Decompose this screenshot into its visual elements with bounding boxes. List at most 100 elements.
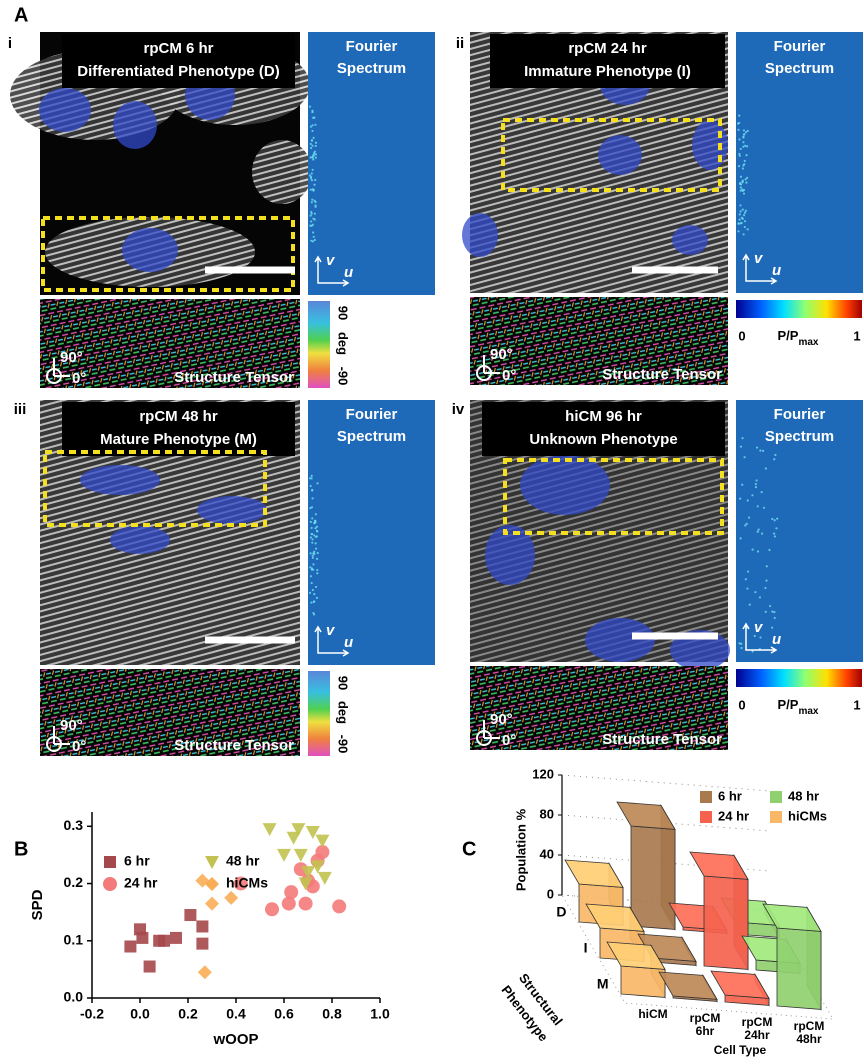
spectrum-speck xyxy=(315,513,317,515)
panel-numeral: iv xyxy=(452,401,465,418)
z-tick-label: 40 xyxy=(540,846,554,861)
spectrum-speck xyxy=(765,611,767,613)
bar-front xyxy=(631,826,675,929)
spectrum-speck xyxy=(312,231,314,233)
colorbar-name: P/Pmax xyxy=(778,697,819,716)
spectrum-speck xyxy=(756,446,758,448)
nucleus xyxy=(672,225,708,255)
spectrum-speck xyxy=(743,163,745,165)
spectrum-speck xyxy=(746,145,748,147)
spectrum-speck xyxy=(769,605,771,607)
fourier-label: Fourier xyxy=(346,38,398,55)
spectrum-speck xyxy=(742,146,744,148)
spectrum-speck xyxy=(312,569,314,571)
z-tick-label: 80 xyxy=(540,806,554,821)
spectrum-speck xyxy=(311,139,313,141)
spectrum-speck xyxy=(311,130,313,132)
spectrum-speck xyxy=(761,533,763,535)
spectrum-speck xyxy=(309,106,311,108)
panel-subtitle: Unknown Phenotype xyxy=(529,431,677,448)
spectrum-speck xyxy=(740,148,742,150)
spectrum-speck xyxy=(738,165,740,167)
spectrum-speck xyxy=(310,147,312,149)
panel-subtitle: Differentiated Phenotype (D) xyxy=(77,63,280,80)
spectrum-speck xyxy=(771,627,773,629)
nucleus xyxy=(122,228,178,272)
spectrum-speck xyxy=(310,215,312,217)
legend-label: hiCMs xyxy=(226,875,268,891)
y-tick-label: 0.2 xyxy=(64,874,84,890)
spectrum-speck xyxy=(748,517,750,519)
spectrum-speck xyxy=(314,124,316,126)
spectrum-speck xyxy=(314,239,316,241)
tensor-label: Structure Tensor xyxy=(602,731,722,748)
spectrum-speck xyxy=(313,553,315,555)
cell-type-label: hiCM xyxy=(638,1007,667,1021)
spectrum-speck xyxy=(311,179,313,181)
spectrum-speck xyxy=(759,636,761,638)
y-tick-label: 0.0 xyxy=(64,989,84,1005)
colorbar-name-main: P/P xyxy=(778,328,799,343)
marker-diamond xyxy=(198,965,212,979)
spectrum-speck xyxy=(316,535,318,537)
spectrum-speck xyxy=(314,213,316,215)
colorbar-label: deg xyxy=(336,701,351,724)
legend-marker xyxy=(104,856,116,868)
bar-top xyxy=(690,852,748,879)
spectrum-speck xyxy=(312,156,314,158)
spectrum-speck xyxy=(310,601,312,603)
cell-type-label: 24hr xyxy=(744,1028,770,1042)
angle-90: 90° xyxy=(490,711,513,728)
spectrum-speck xyxy=(312,158,314,160)
marker-square xyxy=(144,961,156,973)
spectrum-speck xyxy=(311,172,313,174)
fourier-label: Fourier xyxy=(774,406,826,423)
angle-90: 90° xyxy=(490,346,513,363)
fourier-label: Fourier xyxy=(774,38,826,55)
spectrum-speck xyxy=(316,530,318,532)
marker-square xyxy=(196,920,208,932)
x-tick-label: 0.4 xyxy=(226,1006,246,1022)
spectrum-speck xyxy=(311,542,313,544)
spectrum-speck xyxy=(764,587,766,589)
spectrum-speck xyxy=(759,596,761,598)
spectrum-speck xyxy=(741,437,743,439)
panel-numeral: i xyxy=(8,35,12,52)
spectrum-speck xyxy=(775,527,777,529)
spectrum-speck xyxy=(740,222,742,224)
nucleus xyxy=(80,465,160,495)
colorbar xyxy=(736,669,862,687)
spectrum-speck xyxy=(762,450,764,452)
spectrum-speck xyxy=(740,210,742,212)
spectrum-speck xyxy=(313,184,315,186)
marker-triangle xyxy=(318,872,332,885)
spectrum-speck xyxy=(768,549,770,551)
angle-0: 0° xyxy=(72,738,86,755)
legend-marker xyxy=(205,856,219,869)
spectrum-speck xyxy=(749,604,751,606)
colorbar-label: 0 xyxy=(738,328,745,343)
colorbar-label: 90 xyxy=(336,676,351,690)
nucleus xyxy=(113,101,157,149)
spectrum-speck xyxy=(311,475,313,477)
spectrum-speck xyxy=(751,549,753,551)
spectrum-speck xyxy=(757,531,759,533)
spectrum-speck xyxy=(742,208,744,210)
spectrum-speck xyxy=(743,214,745,216)
spectrum-speck xyxy=(745,210,747,212)
spectrum-speck xyxy=(316,482,318,484)
spectrum-speck xyxy=(744,524,746,526)
spectrum-speck xyxy=(763,507,765,509)
colorbar-label: 1 xyxy=(853,697,860,712)
marker-diamond xyxy=(205,897,219,911)
spectrum-speck xyxy=(312,555,314,557)
cell-type-label: 6hr xyxy=(696,1024,715,1038)
angle-0: 0° xyxy=(72,370,86,387)
spectrum-speck xyxy=(310,177,312,179)
spectrum-speck xyxy=(755,479,757,481)
panel-numeral: iii xyxy=(14,401,27,418)
spectrum-speck xyxy=(739,218,741,220)
legend-label: 24 hr xyxy=(718,808,749,823)
x-tick-label: 0.2 xyxy=(178,1006,198,1022)
spectrum-speck xyxy=(315,206,317,208)
